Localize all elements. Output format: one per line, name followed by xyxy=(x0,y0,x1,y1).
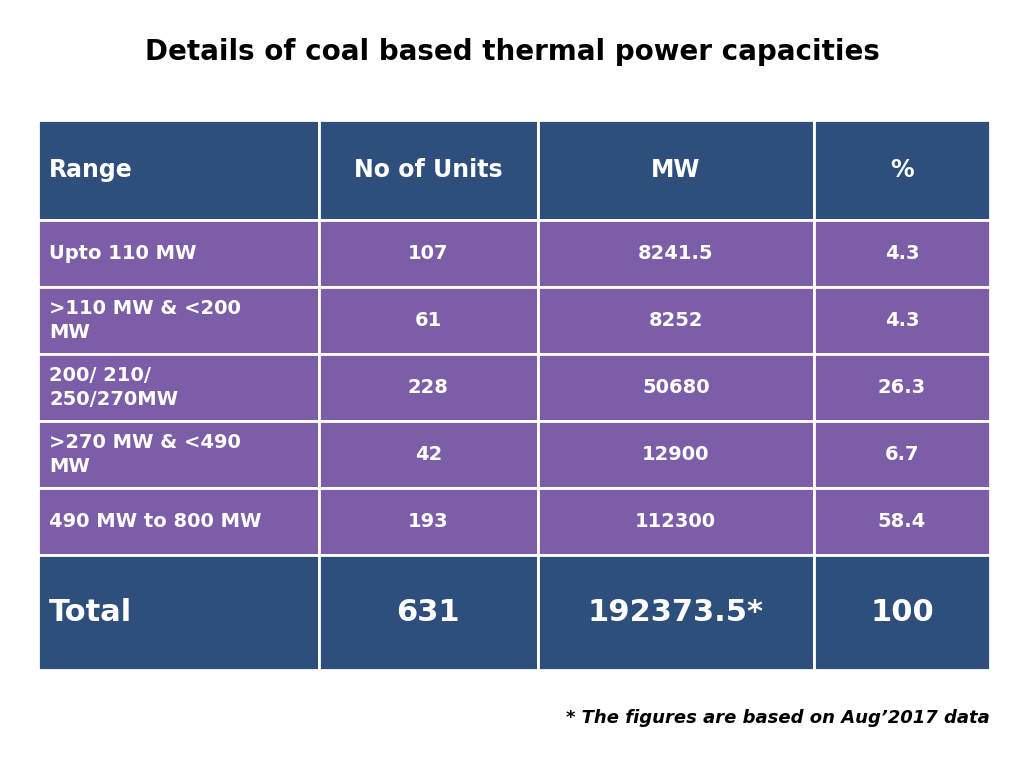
Text: 200/ 210/
250/270MW: 200/ 210/ 250/270MW xyxy=(49,366,178,409)
Bar xyxy=(318,488,538,555)
Bar xyxy=(814,287,990,354)
Bar xyxy=(814,555,990,670)
Bar xyxy=(814,421,990,488)
Text: 100: 100 xyxy=(870,598,934,627)
Bar xyxy=(814,120,990,220)
Text: %: % xyxy=(890,158,913,182)
Bar xyxy=(318,555,538,670)
Bar xyxy=(538,488,814,555)
Text: 107: 107 xyxy=(409,244,449,263)
Text: 50680: 50680 xyxy=(642,378,710,397)
Bar xyxy=(38,555,318,670)
Bar xyxy=(318,421,538,488)
Bar xyxy=(318,220,538,287)
Bar xyxy=(38,120,318,220)
Bar xyxy=(318,354,538,421)
Text: MW: MW xyxy=(651,158,700,182)
Text: 58.4: 58.4 xyxy=(878,512,926,531)
Text: >270 MW & <490
MW: >270 MW & <490 MW xyxy=(49,433,241,475)
Text: 4.3: 4.3 xyxy=(885,244,920,263)
Bar xyxy=(538,421,814,488)
Text: * The figures are based on Aug’2017 data: * The figures are based on Aug’2017 data xyxy=(566,709,990,727)
Text: Total: Total xyxy=(49,598,132,627)
Bar xyxy=(38,287,318,354)
Bar xyxy=(814,220,990,287)
Bar xyxy=(538,220,814,287)
Bar xyxy=(814,354,990,421)
Text: 12900: 12900 xyxy=(642,445,710,464)
Bar xyxy=(318,287,538,354)
Text: 490 MW to 800 MW: 490 MW to 800 MW xyxy=(49,512,262,531)
Text: No of Units: No of Units xyxy=(354,158,503,182)
Text: 631: 631 xyxy=(396,598,460,627)
Text: 228: 228 xyxy=(408,378,449,397)
Bar xyxy=(38,421,318,488)
Bar xyxy=(538,120,814,220)
Text: 193: 193 xyxy=(408,512,449,531)
Text: 8241.5: 8241.5 xyxy=(638,244,714,263)
Bar xyxy=(318,120,538,220)
Bar xyxy=(38,220,318,287)
Text: 26.3: 26.3 xyxy=(878,378,926,397)
Text: >110 MW & <200
MW: >110 MW & <200 MW xyxy=(49,300,241,342)
Text: 112300: 112300 xyxy=(635,512,717,531)
Bar xyxy=(814,488,990,555)
Bar xyxy=(38,354,318,421)
Text: 192373.5*: 192373.5* xyxy=(588,598,764,627)
Bar xyxy=(538,555,814,670)
Text: Upto 110 MW: Upto 110 MW xyxy=(49,244,197,263)
Text: 61: 61 xyxy=(415,311,442,330)
Text: 8252: 8252 xyxy=(648,311,703,330)
Bar xyxy=(38,488,318,555)
Text: Range: Range xyxy=(49,158,133,182)
Text: 42: 42 xyxy=(415,445,442,464)
Text: Details of coal based thermal power capacities: Details of coal based thermal power capa… xyxy=(144,38,880,66)
Text: 4.3: 4.3 xyxy=(885,311,920,330)
Bar xyxy=(538,354,814,421)
Text: 6.7: 6.7 xyxy=(885,445,920,464)
Bar xyxy=(538,287,814,354)
